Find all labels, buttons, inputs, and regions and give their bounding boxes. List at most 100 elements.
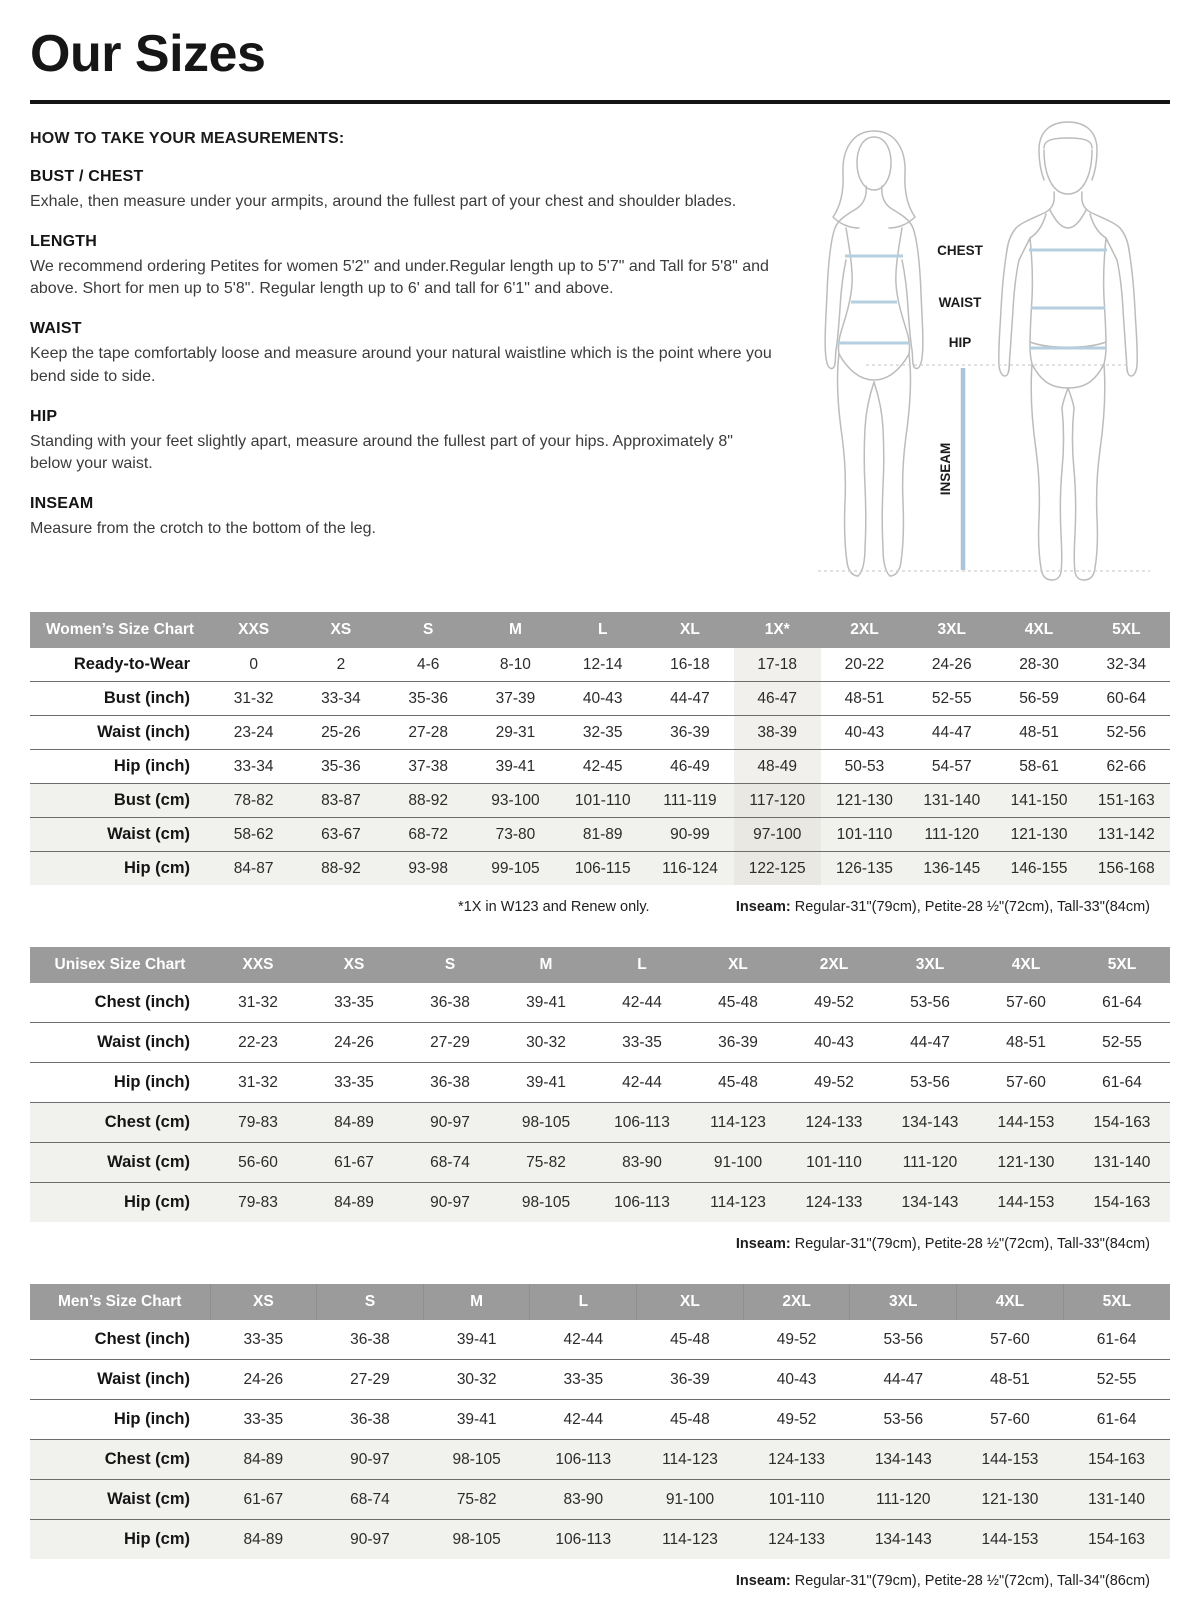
size-table-row: Chest (inch) 31-32 33-35 36-38 39-41 42-44 45-… xyxy=(30,983,1170,1023)
size-cell: 45-48 xyxy=(670,1330,710,1348)
size-cell: 48-51 xyxy=(978,1022,1074,1063)
size-cell: 98-105 xyxy=(423,1439,530,1480)
size-column-header: 3XL xyxy=(882,947,978,983)
size-cell: 98-105 xyxy=(498,1102,594,1143)
hip-label: HIP xyxy=(949,335,972,350)
size-table-row: Hip (inch) 33-34 35-36 37-38 39-41 42-45 46-49… xyxy=(30,749,1170,784)
size-cell: 44-47 xyxy=(908,715,996,750)
size-cell: 33-35 xyxy=(210,1399,317,1440)
size-cell: 44-47 xyxy=(646,681,734,716)
table-title: Unisex Size Chart xyxy=(30,947,210,983)
size-cell: 156-168 xyxy=(1082,851,1170,885)
row-label: Hip (cm) xyxy=(30,851,210,885)
size-cell: 134-143 xyxy=(849,1519,957,1559)
unisex-table-footnotes: Inseam: Regular-31"(79cm), Petite-28 ½"(… xyxy=(30,1236,1170,1256)
size-cell: 49-52 xyxy=(814,993,854,1011)
size-cell: 131-140 xyxy=(1074,1142,1170,1183)
size-table-row: Ready-to-Wear 0 2 4-6 8-10 12-14 16-18 17-18 20-… xyxy=(30,648,1170,682)
instruction-length: LENGTH We recommend ordering Petites for… xyxy=(30,233,778,301)
size-cell: 57-60 xyxy=(978,1062,1074,1103)
size-cell: 39-41 xyxy=(471,749,560,784)
size-cell: 36-38 xyxy=(316,1399,424,1440)
size-table-row: Waist (inch) 24-26 27-29 30-32 33-35 36-39 40-… xyxy=(30,1359,1170,1400)
size-cell: 42-44 xyxy=(563,1330,604,1348)
size-table-row: Waist (inch) 22-23 24-26 27-29 30-32 33-35 36-… xyxy=(30,1022,1170,1063)
size-cell: 124-133 xyxy=(743,1439,850,1480)
size-cell: 46-49 xyxy=(646,749,734,784)
size-cell: 12-14 xyxy=(582,655,623,673)
size-cell: 33-35 xyxy=(334,993,374,1011)
page-title: Our Sizes xyxy=(30,25,266,83)
size-cell: 154-163 xyxy=(1063,1439,1170,1480)
table-title: Women’s Size Chart xyxy=(30,612,210,648)
size-cell: 48-51 xyxy=(956,1359,1064,1400)
size-column-header: 2XL xyxy=(820,612,909,648)
size-cell: 32-34 xyxy=(1106,655,1147,673)
size-column-header: XL xyxy=(636,1284,744,1320)
size-cell: 42-44 xyxy=(594,1062,690,1103)
size-cell: 50-53 xyxy=(820,749,909,784)
size-cell: 61-67 xyxy=(210,1479,317,1520)
measurement-instructions-section: HOW TO TAKE YOUR MEASUREMENTS: BUST / CH… xyxy=(30,121,1170,584)
size-cell: 78-82 xyxy=(210,783,298,818)
size-cell: 23-24 xyxy=(210,715,298,750)
size-cell: 91-100 xyxy=(636,1479,744,1520)
size-cell: 124-133 xyxy=(743,1519,850,1559)
size-cell: 121-130 xyxy=(820,783,909,818)
size-cell: 136-145 xyxy=(908,851,996,885)
size-cell: 62-66 xyxy=(1082,749,1170,784)
size-cell: 49-52 xyxy=(786,1062,882,1103)
size-column-header: 5XL xyxy=(1082,612,1170,648)
inseam-footnote: Inseam: Regular-31"(79cm), Petite-28 ½"(… xyxy=(736,1573,1150,1589)
size-cell: 141-150 xyxy=(995,783,1083,818)
inseam-footnote-label: Inseam: xyxy=(735,1236,791,1252)
row-label: Waist (cm) xyxy=(30,817,210,852)
size-cell: 17-18 xyxy=(733,648,821,682)
size-cell: 32-35 xyxy=(559,715,647,750)
row-label: Bust (inch) xyxy=(30,681,210,716)
size-cell: 144-153 xyxy=(978,1182,1074,1222)
size-column-header: L xyxy=(559,612,647,648)
size-cell: 84-87 xyxy=(210,851,298,885)
row-label: Hip (cm) xyxy=(30,1519,210,1559)
size-cell: 61-64 xyxy=(1063,1399,1170,1440)
inseam-label: INSEAM xyxy=(938,443,953,496)
size-cell: 36-38 xyxy=(430,993,470,1011)
instruction-heading: HIP xyxy=(30,407,58,425)
instruction-heading: WAIST xyxy=(30,320,82,338)
instruction-body: Exhale, then measure under your armpits,… xyxy=(30,193,737,210)
size-cell: 90-99 xyxy=(646,817,734,852)
row-label: Ready-to-Wear xyxy=(73,655,190,673)
size-cell: 91-100 xyxy=(690,1142,786,1183)
size-cell: 33-35 xyxy=(529,1359,637,1400)
size-cell: 31-32 xyxy=(210,1062,306,1103)
size-cell: 106-113 xyxy=(529,1439,637,1480)
size-cell: 52-56 xyxy=(1082,715,1170,750)
size-table-row: Hip (cm) 84-87 88-92 93-98 99-105 106-115 116-… xyxy=(30,851,1170,885)
size-cell: 144-153 xyxy=(956,1519,1064,1559)
size-cell: 134-143 xyxy=(849,1439,957,1480)
size-cell: 16-18 xyxy=(670,655,710,673)
size-cell: 33-34 xyxy=(297,681,385,716)
size-cell: 39-41 xyxy=(526,993,566,1011)
row-label: Hip (inch) xyxy=(30,749,210,784)
size-cell: 56-59 xyxy=(995,681,1083,716)
size-cell: 31-32 xyxy=(210,681,298,716)
row-label: Waist (cm) xyxy=(30,1479,210,1520)
size-cell: 48-51 xyxy=(820,681,909,716)
size-cell: 30-32 xyxy=(423,1359,530,1400)
size-cell: 114-123 xyxy=(636,1439,744,1480)
size-cell: 49-52 xyxy=(743,1399,850,1440)
size-column-header: XS xyxy=(297,612,385,648)
size-column-header: S xyxy=(384,612,472,648)
size-cell: 30-32 xyxy=(498,1022,594,1063)
size-cell: 28-30 xyxy=(1019,655,1059,673)
size-cell: 2 xyxy=(336,655,346,673)
instruction-waist: WAIST Keep the tape comfortably loose an… xyxy=(30,320,778,388)
size-cell: 27-29 xyxy=(316,1359,424,1400)
row-label: Waist (inch) xyxy=(30,1359,210,1400)
size-cell: 24-26 xyxy=(931,655,972,673)
size-cell: 144-153 xyxy=(978,1102,1074,1143)
size-cell: 42-45 xyxy=(559,749,647,784)
instruction-inseam: INSEAM Measure from the crotch to the bo… xyxy=(30,495,778,541)
